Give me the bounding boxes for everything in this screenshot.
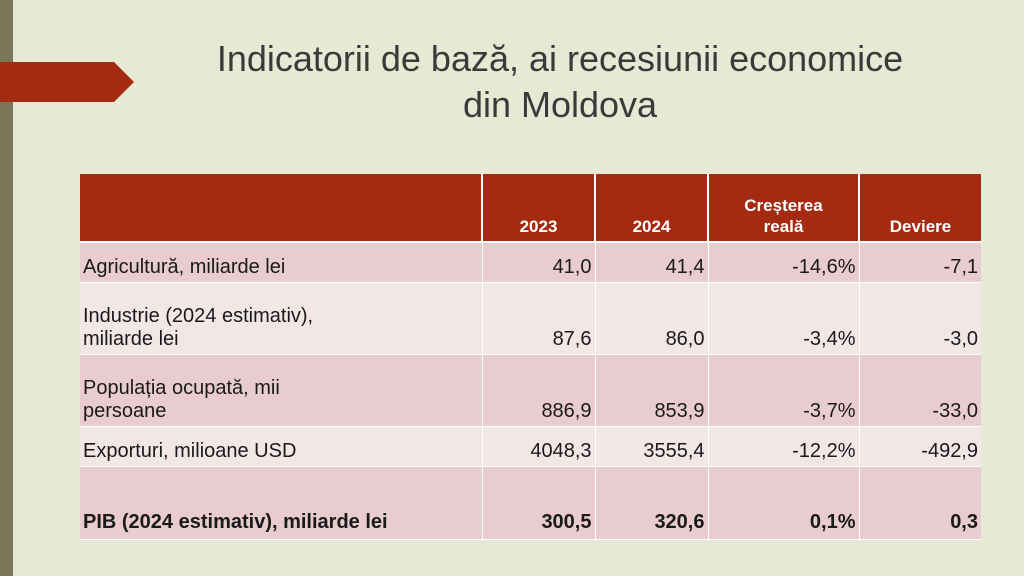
table-row: Populația ocupată, mii persoane 886,9 85… <box>80 354 981 427</box>
row-label: Industrie (2024 estimativ), miliarde lei <box>80 282 483 355</box>
cell-2024: 86,0 <box>595 282 709 355</box>
cell-2024: 853,9 <box>595 354 709 427</box>
cell-growth: -14,6% <box>708 242 860 283</box>
header-2023: 2023 <box>482 174 596 243</box>
cell-growth: -3,4% <box>708 282 860 355</box>
row-label-line-1: Agricultură, miliarde lei <box>83 255 286 278</box>
cell-deviation: -492,9 <box>859 426 981 467</box>
cell-2023: 886,9 <box>482 354 596 427</box>
cell-growth: -3,7% <box>708 354 860 427</box>
indicators-table: 2023 2024 Creșterea reală Deviere Agricu… <box>80 174 981 540</box>
cell-2023: 4048,3 <box>482 426 596 467</box>
row-label-line-1: Exporturi, milioane USD <box>83 439 297 462</box>
cell-2023: 87,6 <box>482 282 596 355</box>
row-label-line-1: Industrie (2024 estimativ), <box>83 304 314 327</box>
cell-2024: 41,4 <box>595 242 709 283</box>
cell-2023: 41,0 <box>482 242 596 283</box>
cell-deviation: 0,3 <box>859 466 981 540</box>
header-real-growth-line-2: reală <box>763 217 804 236</box>
header-2024: 2024 <box>595 174 709 243</box>
row-label-line-2: miliarde lei <box>83 327 179 350</box>
table-row: Exporturi, milioane USD 4048,3 3555,4 -1… <box>80 426 981 467</box>
cell-2024: 320,6 <box>595 466 709 540</box>
cell-deviation: -3,0 <box>859 282 981 355</box>
slide-title: Indicatorii de bază, ai recesiunii econo… <box>120 36 1000 128</box>
cell-2024: 3555,4 <box>595 426 709 467</box>
cell-deviation: -7,1 <box>859 242 981 283</box>
row-label: Exporturi, milioane USD <box>80 426 483 467</box>
header-deviation: Deviere <box>859 174 981 243</box>
row-label: PIB (2024 estimativ), miliarde lei <box>80 466 483 540</box>
table-row: Industrie (2024 estimativ), miliarde lei… <box>80 282 981 355</box>
header-real-growth: Creșterea reală <box>708 174 860 243</box>
row-label: Agricultură, miliarde lei <box>80 242 483 283</box>
table-header-row: 2023 2024 Creșterea reală Deviere <box>80 174 981 243</box>
row-label-line-1: PIB (2024 estimativ), miliarde lei <box>83 510 388 533</box>
header-indicator <box>80 174 483 243</box>
left-decorative-bar <box>0 0 13 576</box>
cell-growth: -12,2% <box>708 426 860 467</box>
slide-title-line-1: Indicatorii de bază, ai recesiunii econo… <box>216 38 904 79</box>
table-row: Agricultură, miliarde lei 41,0 41,4 -14,… <box>80 242 981 283</box>
accent-arrow-shape <box>0 62 134 102</box>
cell-2023: 300,5 <box>482 466 596 540</box>
row-label-line-1: Populația ocupată, mii <box>83 376 280 399</box>
table-row-total: PIB (2024 estimativ), miliarde lei 300,5… <box>80 466 981 540</box>
cell-deviation: -33,0 <box>859 354 981 427</box>
row-label: Populația ocupată, mii persoane <box>80 354 483 427</box>
slide-title-line-2: din Moldova <box>462 84 658 125</box>
header-real-growth-line-1: Creșterea <box>744 196 823 215</box>
row-label-line-2: persoane <box>83 399 167 422</box>
cell-growth: 0,1% <box>708 466 860 540</box>
